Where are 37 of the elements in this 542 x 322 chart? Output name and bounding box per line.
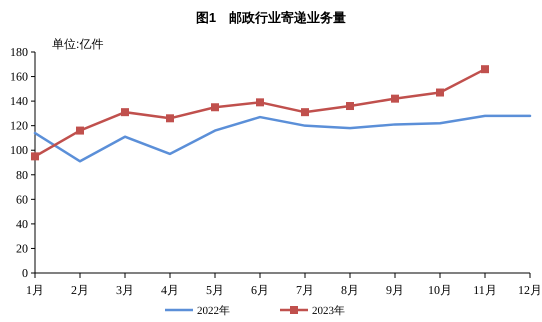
point bbox=[256, 98, 264, 106]
y-tick-label: 160 bbox=[10, 70, 28, 84]
x-tick-label: 2月 bbox=[71, 283, 89, 297]
point bbox=[166, 114, 174, 122]
y-tick-label: 100 bbox=[10, 143, 28, 158]
x-tick-label: 6月 bbox=[251, 283, 269, 297]
point bbox=[436, 88, 444, 97]
y-tick-label: 80 bbox=[16, 168, 28, 182]
point bbox=[76, 126, 84, 135]
legend-label: 2022年 bbox=[197, 305, 230, 317]
x-tick-label: 11月 bbox=[473, 283, 497, 297]
x-tick-label: 5月 bbox=[206, 283, 224, 297]
y-tick-label: 140 bbox=[10, 94, 28, 108]
point bbox=[121, 108, 129, 116]
point bbox=[346, 102, 354, 110]
x-tick-label: 7月 bbox=[296, 283, 314, 297]
point bbox=[301, 108, 309, 116]
y-tick-label: 120 bbox=[10, 118, 28, 133]
y-tick-label: 40 bbox=[16, 216, 28, 231]
x-tick-label: 12月 bbox=[518, 283, 542, 297]
x-tick-label: 10月 bbox=[428, 283, 452, 297]
y-tick-label: 20 bbox=[16, 241, 28, 256]
point bbox=[31, 152, 39, 160]
y-tick-label: 60 bbox=[16, 192, 28, 206]
x-tick-label: 8月 bbox=[341, 283, 359, 297]
point bbox=[211, 103, 219, 112]
x-tick-label: 4月 bbox=[161, 283, 179, 297]
text: 单位:亿件 bbox=[52, 37, 104, 51]
x-tick-label: 1月 bbox=[26, 283, 44, 297]
x-tick-label: 3月 bbox=[116, 283, 134, 297]
point bbox=[391, 94, 399, 103]
y-tick-label: 0 bbox=[22, 266, 28, 280]
point bbox=[481, 65, 489, 74]
chart-title: 图1 邮政行业寄递业务量 bbox=[196, 10, 346, 25]
legend-label: 2023年 bbox=[312, 305, 345, 317]
x-tick-label: 9月 bbox=[386, 283, 404, 297]
y-tick-label: 180 bbox=[10, 45, 28, 59]
